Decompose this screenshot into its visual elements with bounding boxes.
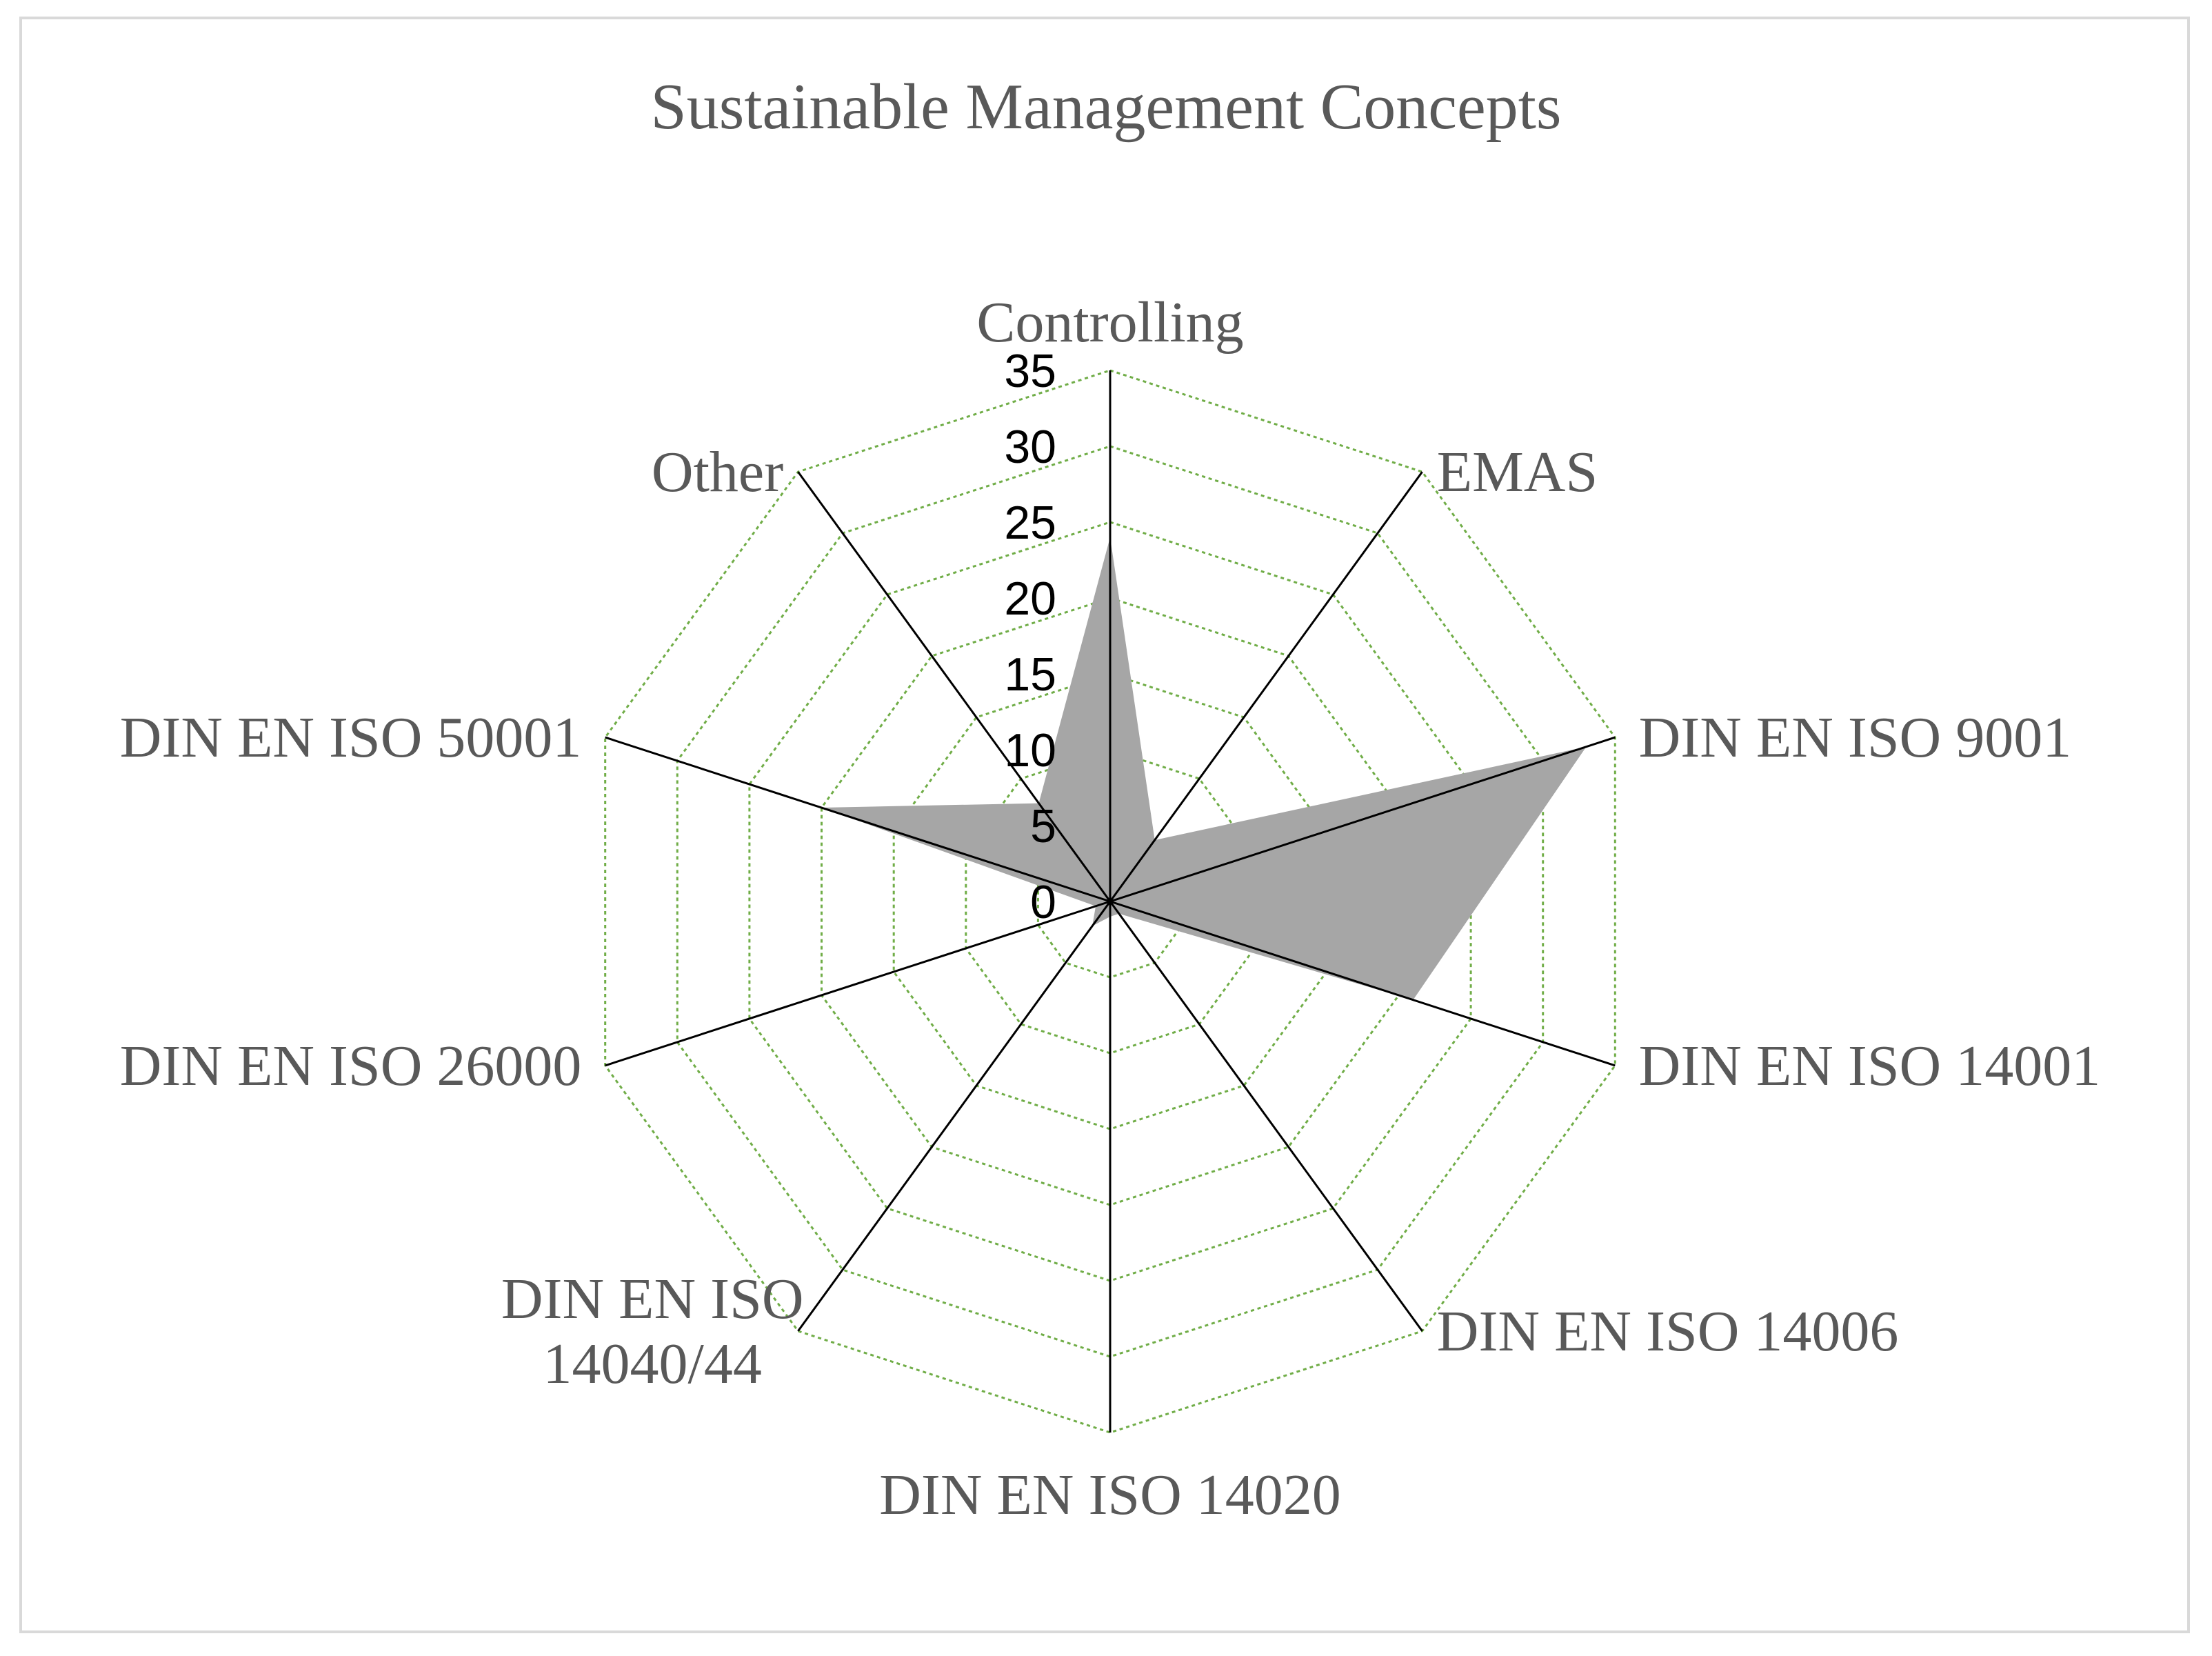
axis-spoke [1109, 736, 1616, 903]
radial-tick-label: 25 [1004, 497, 1056, 549]
category-label: DIN EN ISO 14040/44 [501, 1267, 804, 1396]
category-label-layer: Controlling EMAS DIN EN ISO 9001 DIN EN ISO… [120, 290, 2100, 1527]
axis-spoke [605, 900, 1111, 1067]
category-label: DIN EN ISO 26000 [120, 1034, 582, 1098]
grid-ring-20 [821, 597, 1400, 1206]
radial-tick-label: 5 [1030, 800, 1056, 852]
radial-tick-label: 0 [1030, 876, 1056, 928]
category-label: Controlling [976, 290, 1243, 355]
category-label: DIN EN ISO 50001 [120, 706, 582, 770]
radial-tick-label: 15 [1004, 648, 1056, 701]
grid-ring-35 [604, 369, 1616, 1434]
category-label: Other [652, 440, 783, 504]
radial-tick-label: 30 [1004, 421, 1056, 473]
category-label: DIN EN ISO 14020 [879, 1463, 1341, 1527]
axis-spoke [1109, 901, 1423, 1332]
grid-ring-25 [748, 521, 1472, 1282]
category-label: DIN EN ISO 14001 [1639, 1034, 2101, 1098]
category-label: DIN EN ISO 14006 [1437, 1299, 1899, 1364]
tick-label-layer: 0 5 10 15 20 25 30 35 [1004, 345, 1056, 928]
axis-layer [605, 370, 1616, 1433]
chart-title: Sustainable Management Concepts [651, 71, 1562, 143]
axis-spoke [605, 736, 1111, 903]
category-label: DIN EN ISO 9001 [1639, 706, 2072, 770]
axis-spoke [797, 901, 1112, 1332]
category-label: EMAS [1437, 440, 1598, 504]
radial-tick-label: 10 [1004, 724, 1056, 777]
axis-spoke [797, 471, 1112, 902]
radial-tick-label: 35 [1004, 345, 1056, 397]
radial-tick-label: 20 [1004, 572, 1056, 625]
axis-spoke [1109, 471, 1423, 902]
axis-spoke [1109, 900, 1616, 1067]
series-layer [821, 537, 1587, 1000]
series-area-0 [821, 537, 1587, 1000]
